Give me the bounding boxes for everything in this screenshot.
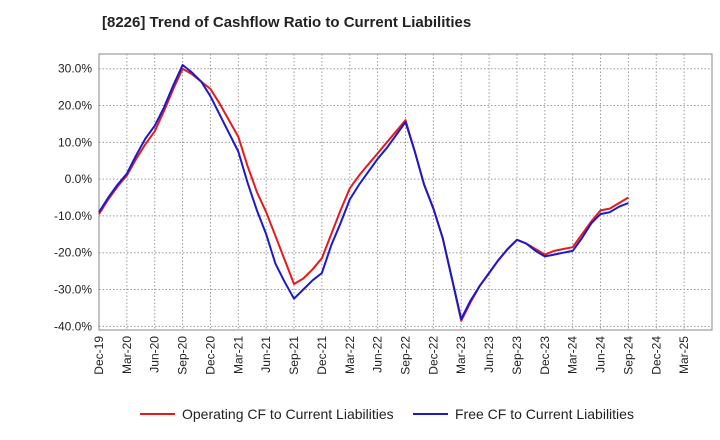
x-tick-label: Jun-21 [259,336,273,373]
gridlines [99,54,712,330]
x-tick-label: Jun-24 [594,336,608,373]
x-tick-label: Sep-24 [621,336,635,375]
y-tick-label: -30.0% [54,283,92,297]
operating-cf-line [98,67,629,322]
x-tick-label: Mar-21 [231,336,245,374]
y-tick-label: -40.0% [54,319,92,333]
x-tick-label: Mar-24 [566,336,580,374]
x-tick-label: Dec-19 [92,336,106,375]
y-tick-label: -10.0% [54,209,92,223]
x-tick-label: Dec-22 [426,336,440,375]
y-tick-label: 20.0% [58,99,92,113]
x-tick-label: Mar-25 [677,336,691,374]
y-tick-label: 0.0% [65,172,93,186]
x-tick-label: Jun-22 [371,336,385,373]
x-tick-label: Mar-22 [343,336,357,374]
plot-area [98,53,713,331]
x-tick-label: Dec-23 [538,336,552,375]
x-tick-label: Dec-21 [315,336,329,375]
legend-label: Operating CF to Current Liabilities [182,406,394,422]
x-tick-label: Mar-20 [120,336,134,374]
x-tick-label: Sep-23 [510,336,524,375]
y-axis-ticks: 30.0% 20.0% 10.0% 0.0% -10.0% -20.0% -30.0% -40… [54,62,92,334]
legend: Operating CF to Current Liabilities Free … [140,406,634,422]
free-cf-line [98,64,629,320]
x-tick-label: Mar-23 [454,336,468,374]
series-lines [98,64,629,322]
x-tick-label: Dec-20 [203,336,217,375]
y-tick-label: 30.0% [58,62,92,76]
x-tick-label: Sep-21 [287,336,301,375]
x-tick-label: Jun-20 [148,336,162,373]
chart-title: [8226] Trend of Cashflow Ratio to Curren… [102,14,472,31]
x-tick-label: Dec-24 [649,336,663,375]
y-tick-label: 10.0% [58,135,92,149]
y-tick-label: -20.0% [54,246,92,260]
legend-label: Free CF to Current Liabilities [455,406,634,422]
x-tick-label: Sep-22 [399,336,413,375]
x-tick-label: Jun-23 [482,336,496,373]
x-axis-ticks: Dec-19 Mar-20 Jun-20 Sep-20 Dec-20 Mar-21 Jun-… [92,336,691,375]
x-tick-label: Sep-20 [176,336,190,375]
